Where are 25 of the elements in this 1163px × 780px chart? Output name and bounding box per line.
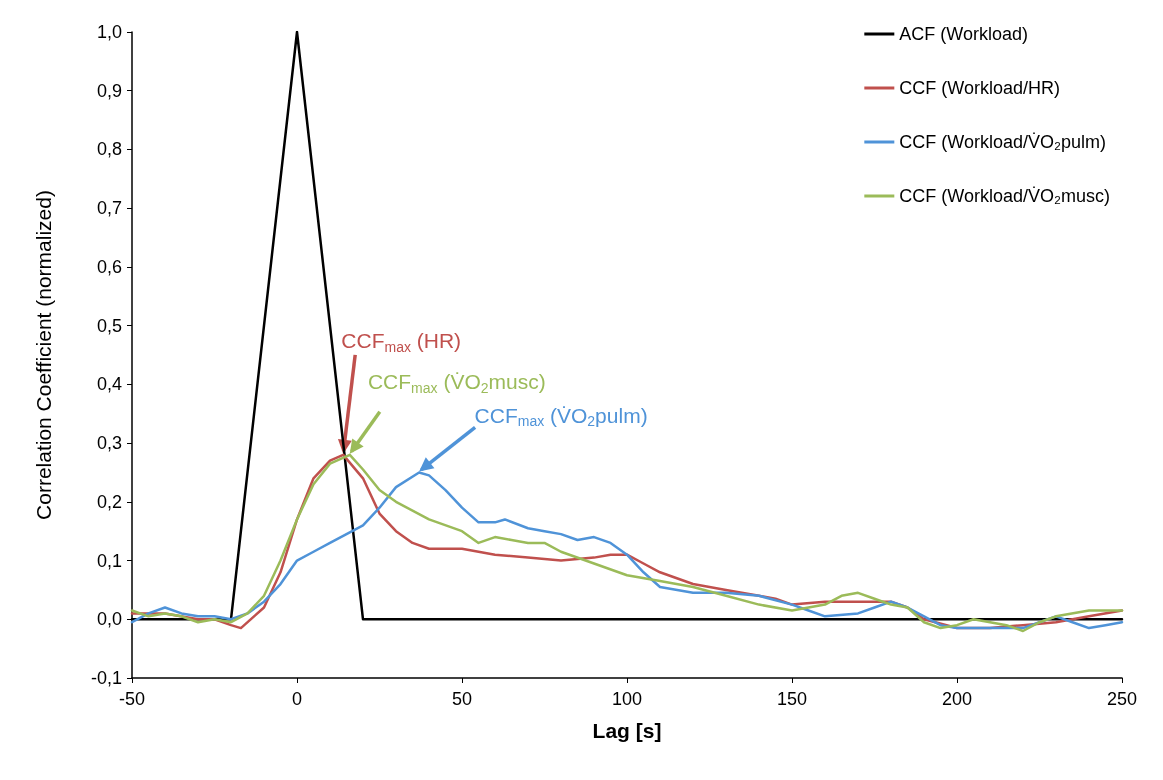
legend-label: ACF (Workload) (899, 24, 1029, 44)
x-axis-title: Lag [s] (592, 719, 662, 742)
x-tick-label: 200 (941, 689, 973, 709)
legend-label: CCF (Workload/HR) (899, 78, 1060, 98)
y-tick-label: 0,5 (96, 315, 122, 336)
y-tick-label: 1,0 (96, 22, 122, 42)
y-tick-label: 0,7 (96, 198, 122, 219)
y-axis-title: Correlation Coefficient (normalized) (32, 190, 55, 520)
x-tick-label: 100 (611, 689, 643, 709)
y-tick-label: 0,1 (96, 550, 122, 571)
x-tick-label: 150 (776, 689, 808, 709)
y-tick-label: 0,9 (96, 80, 122, 101)
y-tick-label: 0,8 (96, 139, 122, 160)
y-tick-label: 0,4 (96, 374, 122, 395)
y-tick-label: 0,3 (96, 433, 122, 454)
legend-label: CCF (Workload/V̇O₂pulm) (899, 132, 1107, 152)
y-tick-label: 0,2 (96, 491, 122, 512)
y-tick-label: 0,6 (96, 256, 122, 277)
y-tick-label: 0,0 (96, 609, 122, 630)
x-tick-label: -50 (118, 689, 146, 709)
x-tick-label: 0 (291, 689, 303, 709)
legend-label: CCF (Workload/V̇O₂musc) (899, 186, 1110, 206)
y-tick-label: -0,1 (90, 668, 122, 688)
x-tick-label: 250 (1106, 689, 1138, 709)
x-tick-label: 50 (451, 689, 473, 709)
